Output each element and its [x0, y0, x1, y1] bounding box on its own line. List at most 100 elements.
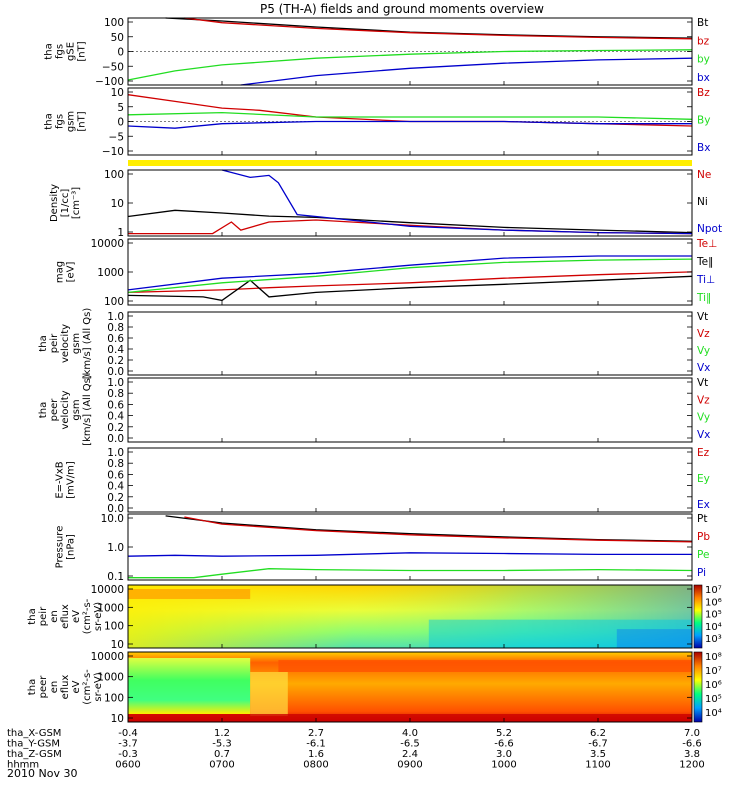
y-tick-label: 0.8 [107, 458, 124, 470]
series-Bt-line [165, 17, 693, 39]
y-axis-label-line: en [49, 610, 60, 623]
y-axis-label-line: velocity [60, 390, 71, 429]
x-axis-value: -5.3 [212, 739, 232, 750]
x-axis-value: -0.4 [118, 728, 138, 739]
x-axis-value: -6.5 [400, 739, 420, 750]
x-axis-value: 3.8 [684, 749, 700, 760]
x-axis-value: -6.6 [494, 739, 514, 750]
figure-title: P5 (TH-A) fields and ground moments over… [260, 2, 544, 16]
series-bz-line [184, 17, 693, 40]
y-axis-label-line: [eV] [66, 262, 77, 283]
x-axis-value: 3.5 [590, 749, 606, 760]
x-axis-value: 7.0 [684, 728, 700, 739]
series-Te‖-line [127, 275, 693, 302]
y-axis-label-line: [nPa] [66, 534, 77, 560]
legend-Vy: Vy [697, 412, 710, 424]
y-axis-label-line: eflux [60, 675, 71, 700]
y-axis-label: thapeirenefluxeV(cm²-s-sr-eV) [27, 598, 104, 634]
y-axis-label-line: peir [49, 333, 60, 353]
y-axis-label-line: gsm [71, 333, 82, 354]
y-tick-label: 1.0 [107, 447, 124, 459]
legend-Vt: Vt [697, 311, 708, 323]
colorbar-tick: 10⁴ [705, 622, 722, 633]
y-axis-label: thapeerenefluxeV(cm²-s-sr-eV) [27, 669, 104, 705]
legend-Pi: Pi [697, 567, 706, 579]
y-tick-label: 5 [117, 102, 124, 114]
legend-Te⊥: Te⊥ [696, 238, 717, 250]
y-tick-label: 10000 [91, 584, 124, 596]
y-axis-label-line: tha [44, 113, 55, 129]
legend-Ni: Ni [697, 196, 708, 208]
y-tick-label: 0.8 [107, 322, 124, 334]
series-Ni-line [127, 209, 693, 234]
y-tick-label: 100 [104, 621, 124, 633]
y-tick-label: 100 [104, 692, 124, 704]
y-axis-label-line: Pressure [55, 526, 66, 569]
x-axis-value: 1.6 [308, 749, 324, 760]
y-axis-label-line: mag [55, 261, 66, 283]
legend-Bt: Bt [697, 17, 708, 29]
x-axis-row-label: tha_Y-GSM [7, 739, 60, 750]
y-axis-label-line: [mV/m] [66, 461, 77, 499]
x-axis-value: 1200 [679, 760, 704, 771]
x-axis-value: 1100 [585, 760, 610, 771]
legend-Ti⊥: Ti⊥ [696, 274, 715, 286]
y-axis-label-line: [km/s] (All Qs) [82, 308, 93, 380]
x-axis-value: 2.7 [308, 728, 324, 739]
y-axis-label: thafgsgSE[nT] [44, 41, 88, 61]
y-tick-label: 1000 [97, 267, 124, 279]
series-Ti‖-line [127, 258, 693, 294]
y-tick-label: 10 [111, 639, 124, 651]
colorbar-tick: 10⁶ [705, 597, 722, 608]
y-axis-label-line: tha [38, 402, 49, 418]
legend-Npot: Npot [697, 223, 722, 235]
legend-Te‖: Te‖ [696, 256, 713, 268]
legend-Ez: Ez [697, 447, 710, 459]
legend-Vz: Vz [697, 328, 710, 340]
y-tick-label: 0 [117, 117, 124, 129]
panel-peer_velocity: 1.00.80.60.40.20.0 thapeervelocitygsm[km/… [38, 374, 710, 446]
y-tick-label: 0.0 [107, 503, 124, 515]
spectrogram-band [250, 672, 288, 716]
series-Pb-line [184, 516, 693, 543]
y-tick-label: 100 [104, 17, 124, 29]
y-tick-label: 10000 [91, 238, 124, 250]
series-Pt-line [165, 515, 693, 542]
legend-Vy: Vy [697, 345, 710, 357]
colorbar-tick: 10⁵ [705, 610, 722, 621]
legend-By: By [697, 115, 710, 127]
legend-Vz: Vz [697, 394, 710, 406]
x-axis-value: 0900 [397, 760, 422, 771]
series-Bx-line [127, 120, 692, 129]
series-Pi-line [127, 552, 692, 557]
legend-Pt: Pt [697, 513, 707, 525]
x-axis-value: 2.4 [402, 749, 418, 760]
panel-frame [127, 238, 693, 306]
legend-Pb: Pb [697, 531, 710, 543]
y-axis-label-line: [km/s] (All Qs) [82, 374, 93, 446]
x-axis-value: 0600 [115, 760, 140, 771]
panel-pressure: 10.0 1.0 0.1 Pressure[nPa] Pt Pb Pe Pi [55, 513, 711, 583]
series-By-line [127, 111, 693, 120]
y-tick-label: 0.4 [107, 481, 124, 493]
legend-bz: bz [697, 35, 710, 47]
date-label: 2010 Nov 30 [7, 767, 77, 780]
y-axis-label: thapeervelocitygsm[km/s] (All Qs) [38, 374, 93, 446]
x-axis-value: -6.1 [306, 739, 326, 750]
y-tick-label: 10 [111, 87, 124, 99]
y-axis-label-line: gsm [71, 399, 82, 420]
y-axis-label-line: sr-eV) [93, 602, 104, 631]
x-axis-value: 1.2 [214, 728, 230, 739]
y-axis-label-line: tha [27, 679, 38, 695]
legend-Ti‖: Ti‖ [696, 292, 711, 304]
series-Ti⊥-line [127, 255, 692, 291]
y-axis-label-line: gsm [66, 111, 77, 132]
panel-fgs_gsm: 10 5 0 −5 −10 thafgsgsm[nT] Bz By Bx [44, 87, 711, 158]
y-tick-label: 1.0 [107, 377, 124, 389]
y-axis-label-line: eflux [60, 604, 71, 629]
y-tick-label: 10 [111, 713, 124, 725]
y-tick-label: 10.0 [101, 513, 124, 525]
spectrogram-band [616, 629, 692, 648]
x-axis-value: 4.0 [402, 728, 418, 739]
